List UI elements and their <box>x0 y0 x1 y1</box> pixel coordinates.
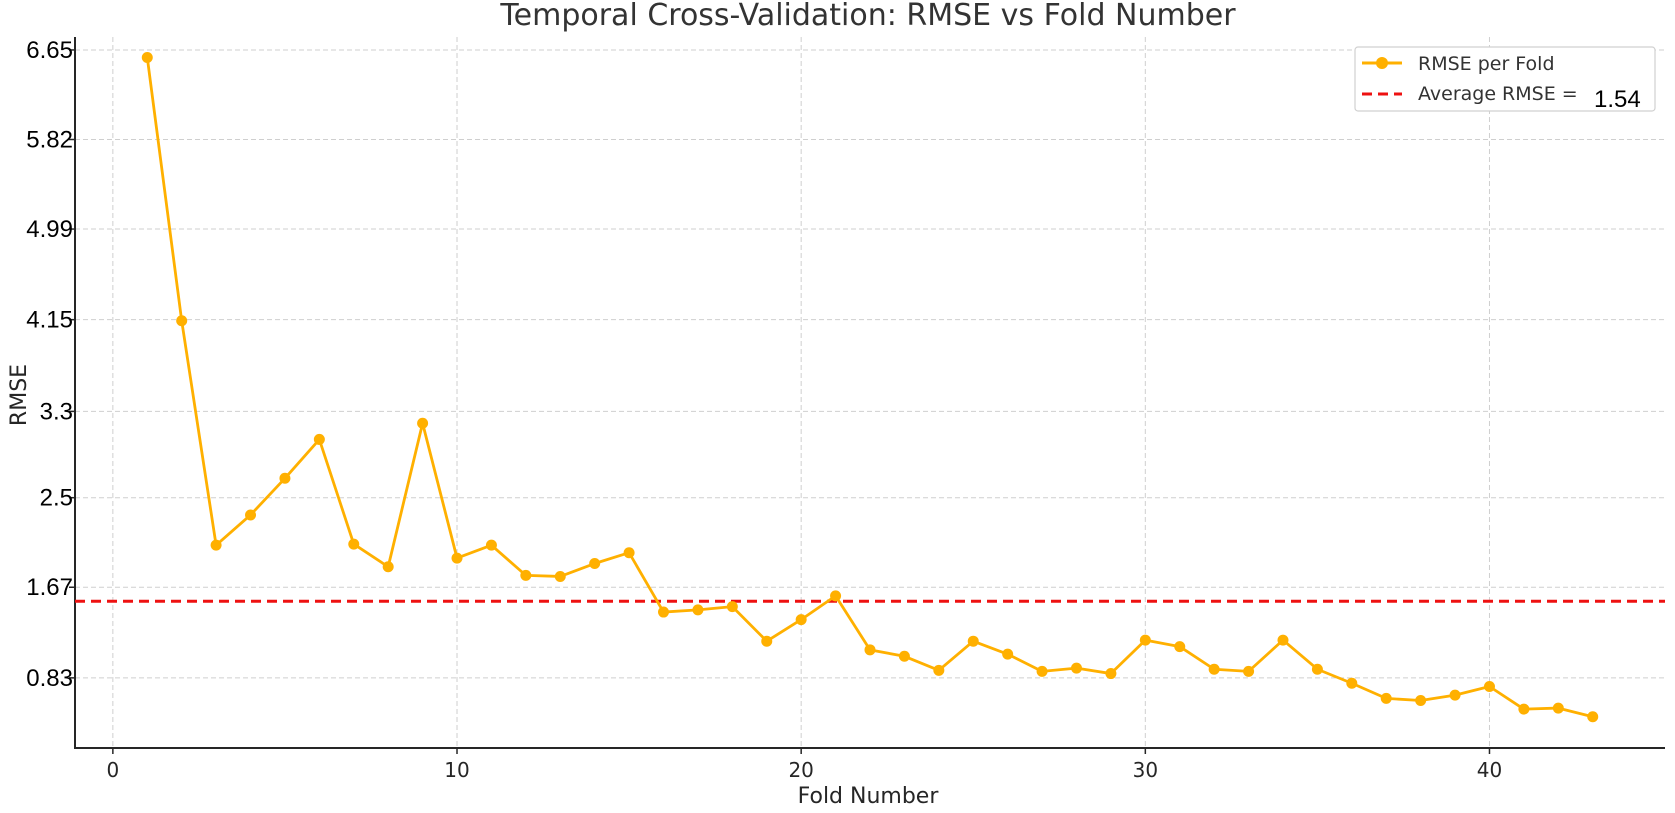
legend-average-value: 1.54 <box>1594 86 1641 113</box>
rmse-point <box>451 552 463 564</box>
x-tick-label: 10 <box>444 758 469 782</box>
rmse-point <box>141 51 153 63</box>
rmse-point <box>520 569 532 581</box>
rmse-point <box>245 509 257 521</box>
ticks: 0 10 20 30 40 0.83 1.67 2.5 3.3 4.15 4.99 5.82 6.65 <box>26 37 1502 782</box>
y-tick-label: 4.99 <box>26 216 73 243</box>
legend: RMSE per Fold Average RMSE = 1.54 <box>1354 46 1656 113</box>
rmse-point <box>933 664 945 676</box>
legend-series-marker-swatch <box>1376 57 1388 69</box>
rmse-point <box>210 539 222 551</box>
rmse-point <box>761 635 773 647</box>
rmse-point <box>1483 681 1495 693</box>
rmse-point <box>898 650 910 662</box>
rmse-point <box>1243 665 1255 677</box>
y-tick-label: 0.83 <box>26 665 73 692</box>
rmse-point <box>1105 668 1117 680</box>
rmse-point <box>176 315 188 327</box>
rmse-point <box>1552 702 1564 714</box>
rmse-point <box>726 601 738 613</box>
rmse-point <box>795 614 807 626</box>
rmse-point <box>1587 711 1599 723</box>
x-tick-label: 30 <box>1133 758 1158 782</box>
rmse-point <box>554 570 566 582</box>
rmse-point <box>1518 703 1530 715</box>
chart-title: Temporal Cross-Validation: RMSE vs Fold … <box>499 0 1236 33</box>
x-axis-label: Fold Number <box>798 784 940 809</box>
rmse-point <box>1139 634 1151 646</box>
rmse-point <box>830 590 842 602</box>
legend-average-label: Average RMSE = <box>1418 83 1584 105</box>
rmse-point <box>1036 665 1048 677</box>
y-tick-label: 6.65 <box>26 37 73 64</box>
rmse-point <box>1002 648 1014 660</box>
y-tick-label: 5.82 <box>26 126 73 153</box>
y-axis-label: RMSE <box>7 364 32 426</box>
x-tick-label: 20 <box>788 758 813 782</box>
rmse-point <box>313 433 325 445</box>
rmse-point <box>1174 641 1186 653</box>
rmse-point <box>485 539 497 551</box>
rmse-point <box>382 561 394 573</box>
rmse-point <box>1311 663 1323 675</box>
rmse-point <box>1070 662 1082 674</box>
rmse-point <box>1380 692 1392 704</box>
rmse-point <box>589 558 601 570</box>
axes <box>74 37 1665 749</box>
y-tick-label: 2.5 <box>40 485 73 512</box>
rmse-point <box>658 606 670 618</box>
rmse-point <box>692 604 704 616</box>
y-tick-label: 1.67 <box>26 574 73 601</box>
rmse-point <box>864 644 876 656</box>
rmse-point <box>1415 695 1427 707</box>
y-tick-label: 4.15 <box>26 307 73 334</box>
rmse-point <box>1208 663 1220 675</box>
rmse-point <box>1449 689 1461 701</box>
legend-frame <box>1354 46 1656 112</box>
y-tick-label: 3.3 <box>40 398 73 425</box>
rmse-point <box>417 417 429 429</box>
rmse-point <box>1277 634 1289 646</box>
rmse-point <box>967 635 979 647</box>
rmse-point <box>623 547 635 559</box>
x-tick-label: 40 <box>1477 758 1502 782</box>
x-tick-label: 0 <box>106 758 119 782</box>
legend-series-label: RMSE per Fold <box>1418 53 1555 75</box>
rmse-point <box>348 538 360 550</box>
grid <box>75 37 1665 748</box>
rmse-series-line <box>145 57 1594 719</box>
series <box>141 51 1599 723</box>
rmse-point <box>1346 677 1358 689</box>
rmse-point <box>279 472 291 484</box>
